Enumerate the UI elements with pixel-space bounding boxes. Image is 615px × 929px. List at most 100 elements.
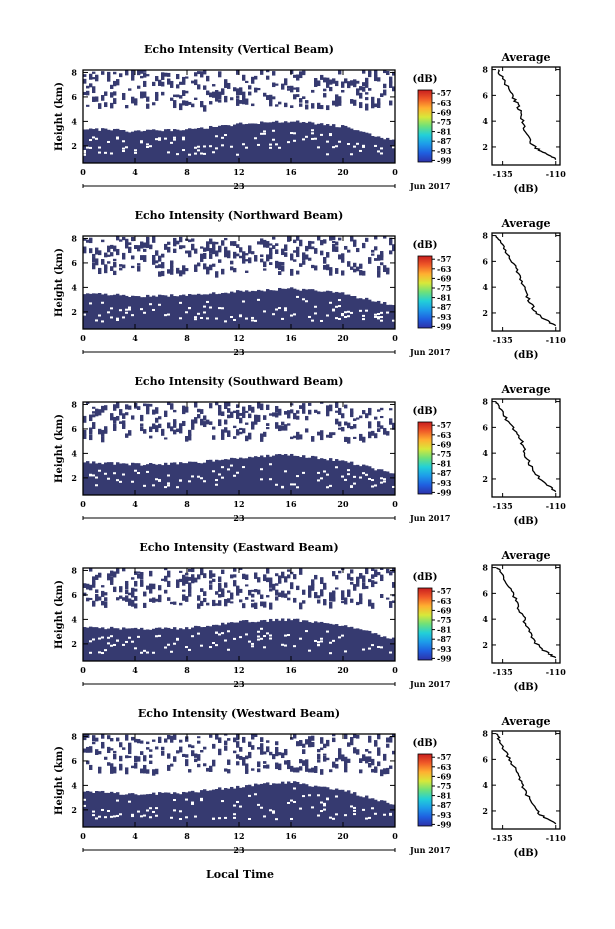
y-tick-label: 2 xyxy=(71,473,77,483)
y-tick-label: 8 xyxy=(71,233,77,243)
date-day: 23 xyxy=(233,679,245,689)
profile-y-tick-label: 4 xyxy=(482,448,488,458)
colorbar-tick-label: -63 xyxy=(437,430,452,440)
x-tick-label: 0 xyxy=(80,831,86,841)
profile-line xyxy=(495,235,557,327)
x-tick-label: 4 xyxy=(132,333,138,343)
colorbar-tick-label: -93 xyxy=(437,810,452,820)
colorbar-tick-label: -75 xyxy=(437,615,451,625)
colorbar-tick-label: -87 xyxy=(437,634,451,644)
colorbar-unit: (dB) xyxy=(413,240,438,251)
y-axis-label: Height (km) xyxy=(54,248,65,317)
date-month: Jun 2017 xyxy=(409,513,450,523)
profile-y-tick-label: 2 xyxy=(482,474,488,484)
x-tick-label: 12 xyxy=(233,665,244,675)
y-axis-label: Height (km) xyxy=(54,414,65,483)
profile-y-tick-label: 8 xyxy=(482,729,488,739)
profile-y-tick-label: 2 xyxy=(482,308,488,318)
x-tick-label: 8 xyxy=(184,665,190,675)
profile-line xyxy=(497,69,557,160)
profile-y-tick-label: 2 xyxy=(482,806,488,816)
echo-image xyxy=(83,70,395,163)
profile-y-tick-label: 8 xyxy=(482,65,488,75)
panel-title: Echo Intensity (Vertical Beam) xyxy=(144,43,334,56)
profile-y-tick-label: 6 xyxy=(482,754,488,764)
x-tick-label: 8 xyxy=(184,167,190,177)
profile-y-tick-label: 6 xyxy=(482,90,488,100)
y-tick-label: 4 xyxy=(71,614,77,624)
colorbar-tick-label: -99 xyxy=(437,155,452,165)
colorbar xyxy=(417,421,433,495)
colorbar-tick-label: -63 xyxy=(437,264,452,274)
colorbar-tick-label: -87 xyxy=(437,468,451,478)
colorbar-tick-label: -63 xyxy=(437,762,452,772)
x-tick-label: 4 xyxy=(132,167,138,177)
panel-title: Echo Intensity (Southward Beam) xyxy=(135,375,344,388)
colorbar xyxy=(417,753,433,827)
colorbar-tick-label: -69 xyxy=(437,273,452,283)
colorbar-tick-label: -63 xyxy=(437,596,452,606)
y-tick-label: 4 xyxy=(71,282,77,292)
profile-y-tick-label: 6 xyxy=(482,588,488,598)
profile-x-tick-label: -110 xyxy=(546,169,566,179)
colorbar-tick-label: -57 xyxy=(437,88,451,98)
date-day: 23 xyxy=(233,845,245,855)
panel-title: Echo Intensity (Eastward Beam) xyxy=(139,541,338,554)
x-tick-label: 0 xyxy=(80,499,86,509)
x-tick-label: 12 xyxy=(233,333,244,343)
colorbar-tick-label: -75 xyxy=(437,283,451,293)
panel-4: Echo Intensity (Eastward Beam) 2 4 6 8 Height… xyxy=(54,541,566,693)
x-tick-label: 16 xyxy=(285,167,297,177)
profile-x-tick-label: -135 xyxy=(493,169,513,179)
profile-x-label: (dB) xyxy=(514,350,539,361)
profile-x-tick-label: -135 xyxy=(493,833,513,843)
profile-frame xyxy=(491,66,561,166)
x-tick-label: 0 xyxy=(80,333,86,343)
profile-y-tick-label: 4 xyxy=(482,116,488,126)
x-tick-label: 4 xyxy=(132,831,138,841)
colorbar-tick-label: -87 xyxy=(437,136,451,146)
date-month: Jun 2017 xyxy=(409,845,450,855)
colorbar xyxy=(417,255,433,329)
profile-line xyxy=(495,733,557,825)
x-tick-label: 0 xyxy=(392,831,398,841)
y-axis-label: Height (km) xyxy=(54,746,65,815)
colorbar-tick-label: -81 xyxy=(437,127,451,137)
profile-title: Average xyxy=(500,217,550,230)
x-tick-label: 0 xyxy=(80,665,86,675)
colorbar-tick-label: -99 xyxy=(437,321,452,331)
profile-x-tick-label: -110 xyxy=(546,335,566,345)
panel-5: Echo Intensity (Westward Beam) 2 4 6 8 Height… xyxy=(54,707,566,859)
y-axis-label: Height (km) xyxy=(54,82,65,151)
echo-image xyxy=(83,402,395,495)
x-tick-label: 20 xyxy=(337,499,349,509)
y-tick-label: 6 xyxy=(71,756,77,766)
x-tick-label: 4 xyxy=(132,665,138,675)
colorbar-tick-label: -75 xyxy=(437,781,451,791)
x-tick-label: 20 xyxy=(337,333,349,343)
profile-y-tick-label: 8 xyxy=(482,397,488,407)
profile-y-tick-label: 2 xyxy=(482,142,488,152)
x-tick-label: 4 xyxy=(132,499,138,509)
profile-y-tick-label: 6 xyxy=(482,422,488,432)
profile-y-tick-label: 6 xyxy=(482,256,488,266)
x-tick-label: 12 xyxy=(233,499,244,509)
colorbar-unit: (dB) xyxy=(413,406,438,417)
profile-x-tick-label: -110 xyxy=(546,667,566,677)
x-tick-label: 20 xyxy=(337,167,349,177)
colorbar-tick-label: -93 xyxy=(437,312,452,322)
profile-y-tick-label: 4 xyxy=(482,282,488,292)
y-tick-label: 2 xyxy=(71,639,77,649)
colorbar-tick-label: -93 xyxy=(437,478,452,488)
y-tick-label: 8 xyxy=(71,731,77,741)
y-tick-label: 4 xyxy=(71,780,77,790)
colorbar-tick-label: -69 xyxy=(437,771,452,781)
x-tick-label: 8 xyxy=(184,831,190,841)
colorbar-tick-label: -75 xyxy=(437,449,451,459)
date-month: Jun 2017 xyxy=(409,679,450,689)
x-axis-label: Local Time xyxy=(206,868,274,881)
colorbar-unit: (dB) xyxy=(413,572,438,583)
x-tick-label: 16 xyxy=(285,499,297,509)
colorbar-tick-label: -63 xyxy=(437,98,452,108)
profile-x-label: (dB) xyxy=(514,184,539,195)
